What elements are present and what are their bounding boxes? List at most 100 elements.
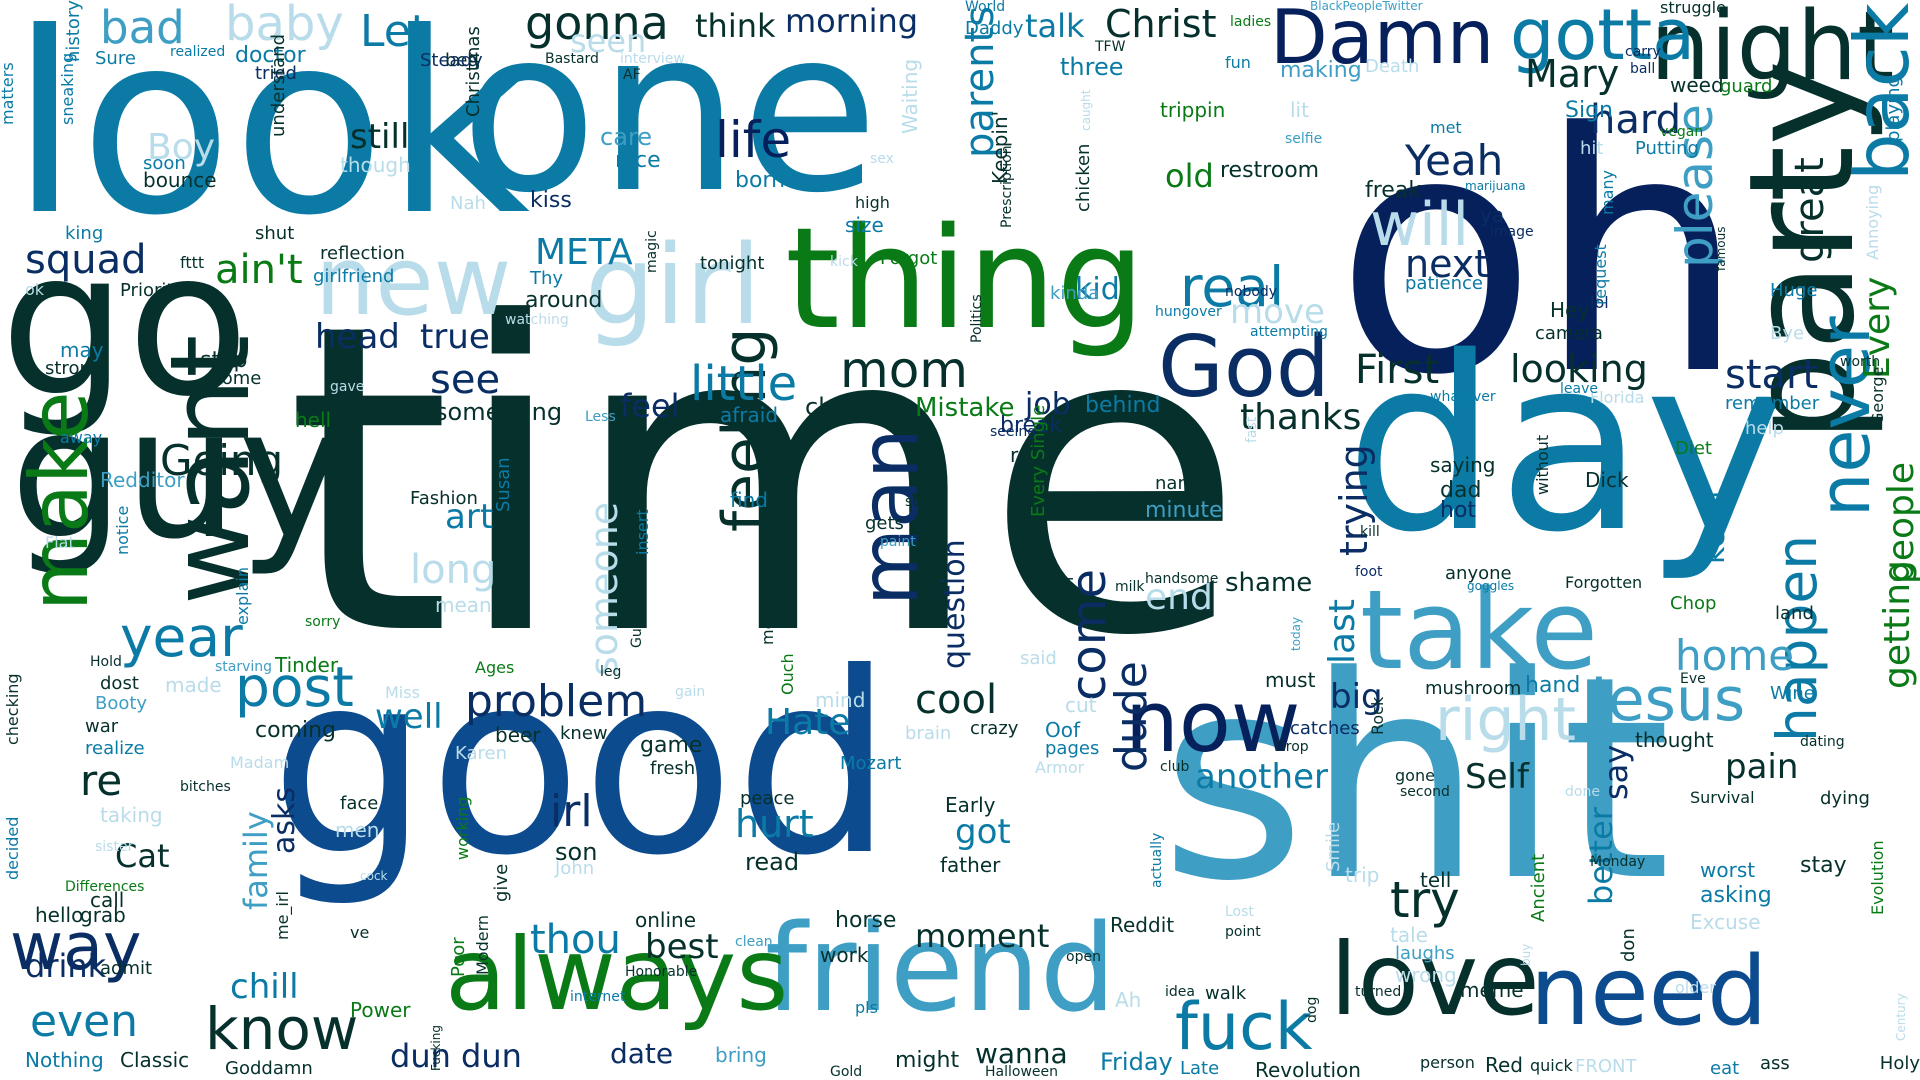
word-kid: kid xyxy=(1075,272,1120,307)
word-cat: Cat xyxy=(115,837,170,875)
word-horse: horse xyxy=(835,908,897,933)
word-going: Going xyxy=(160,436,284,485)
word-afraid: afraid xyxy=(720,403,779,427)
word-ball: ball xyxy=(1630,61,1656,77)
word-halloween: Halloween xyxy=(985,1064,1059,1080)
word-another: another xyxy=(1195,757,1328,797)
word-clean: clean xyxy=(735,934,773,950)
word-struggle: struggle xyxy=(1660,0,1726,17)
word-father: father xyxy=(940,853,1001,877)
word-prescription: Prescription xyxy=(999,145,1015,229)
word-life: life xyxy=(715,111,792,169)
word-handsome: handsome xyxy=(1145,571,1219,587)
word-gets: gets xyxy=(865,513,904,534)
word-huge: Huge xyxy=(1770,280,1818,301)
word-sorry: sorry xyxy=(305,614,341,630)
word-cock: cock xyxy=(360,869,388,883)
word-land: land xyxy=(1775,603,1814,624)
word-freak: freak xyxy=(1365,178,1422,203)
word-camera: camera xyxy=(1535,323,1603,344)
word-watching: watching xyxy=(505,312,569,328)
word-end: end xyxy=(1145,577,1213,618)
word-fast: fast xyxy=(1244,417,1260,444)
word-rome: Rome xyxy=(210,368,262,389)
word-madam: Madam xyxy=(230,753,290,772)
word-make: make xyxy=(13,391,106,611)
word-reddit: Reddit xyxy=(1110,913,1175,937)
word-monday: Monday xyxy=(1590,854,1646,870)
word-job: job xyxy=(1025,387,1071,422)
word-turned: turned xyxy=(1355,984,1402,1000)
word-point: point xyxy=(1225,924,1261,940)
word-revolution: Revolution xyxy=(1255,1058,1361,1080)
word-need: need xyxy=(1530,937,1768,1047)
word-face: face xyxy=(340,793,379,814)
word-hit: hit xyxy=(1580,138,1604,159)
word-lit: lit xyxy=(1290,98,1309,122)
word-lost: Lost xyxy=(1225,904,1254,920)
word-quick: quick xyxy=(1530,1056,1573,1075)
word-war: war xyxy=(85,716,119,737)
word-start: start xyxy=(1725,352,1819,398)
word-world: World xyxy=(965,0,1006,15)
word-forgot: Forgot xyxy=(880,248,938,269)
word-excuse: Excuse xyxy=(1690,910,1761,934)
word-evolution: Evolution xyxy=(1868,840,1887,916)
word-explain: explain xyxy=(233,567,252,626)
word-jesus: Jesus xyxy=(1590,665,1746,735)
word-mind: mind xyxy=(815,688,866,712)
word-think: think xyxy=(695,7,776,45)
word-power: Power xyxy=(350,998,411,1022)
word-asking: asking xyxy=(1700,883,1772,908)
word-club: club xyxy=(1160,759,1190,775)
word-thing: thing xyxy=(785,198,1146,361)
word-annoying: Annoying xyxy=(1863,184,1882,261)
word-goddamn: Goddamn xyxy=(225,1058,313,1079)
word-patience: patience xyxy=(1405,273,1483,294)
word-checking: checking xyxy=(3,673,22,746)
word-foot: foot xyxy=(1355,564,1383,580)
word-person: person xyxy=(1420,1053,1475,1072)
word-question: question xyxy=(937,538,972,669)
word-whatever: whatever xyxy=(1430,389,1496,405)
word-guess: Guess xyxy=(629,605,645,649)
word-born: born xyxy=(735,168,786,193)
word-see: see xyxy=(430,357,501,403)
word-differences: Differences xyxy=(65,879,145,895)
word-bitches: bitches xyxy=(180,779,231,795)
word-chop: Chop xyxy=(1670,593,1717,614)
word-daddy: Daddy xyxy=(965,18,1024,39)
word-dog: dog xyxy=(1304,996,1320,1024)
word-sex: sex xyxy=(870,151,894,167)
word-problem: problem xyxy=(465,676,648,727)
word-hungover: hungover xyxy=(1155,304,1222,320)
word-death: Death xyxy=(1365,56,1420,77)
word-tinder: Tinder xyxy=(275,653,339,677)
word-dun-dun: dun dun xyxy=(390,1037,522,1075)
word-open: open xyxy=(1066,949,1101,965)
word-met: met xyxy=(1430,118,1462,137)
word-rude: rude xyxy=(1010,443,1056,467)
word-fun: fun xyxy=(1225,53,1251,72)
word-long: long xyxy=(410,547,497,593)
word-tell: tell xyxy=(1420,868,1452,892)
word-laughs: laughs xyxy=(1395,943,1455,964)
word-ancient: Ancient xyxy=(1528,853,1549,923)
word-change: change xyxy=(805,393,894,421)
word-baby: baby xyxy=(225,0,344,52)
word-holy: Holy xyxy=(1879,1053,1920,1074)
word-forgotten: Forgotten xyxy=(1565,573,1643,592)
word-strong: strong xyxy=(45,358,103,379)
word-decided: decided xyxy=(3,816,22,881)
word-seen: seen xyxy=(570,22,647,60)
word-men: men xyxy=(335,818,380,842)
word-without: without xyxy=(1533,435,1552,496)
word-story: story xyxy=(905,494,941,510)
word-away: away xyxy=(60,428,103,447)
word-goggles: goggles xyxy=(1467,579,1515,593)
word-gold: Gold xyxy=(830,1064,863,1080)
word-blackpeopletwitter: BlackPeopleTwitter xyxy=(1310,0,1423,13)
word-bye: Bye xyxy=(1770,323,1805,344)
word-bad: bad xyxy=(100,1,185,54)
word-front: FRONT xyxy=(1575,1056,1637,1077)
